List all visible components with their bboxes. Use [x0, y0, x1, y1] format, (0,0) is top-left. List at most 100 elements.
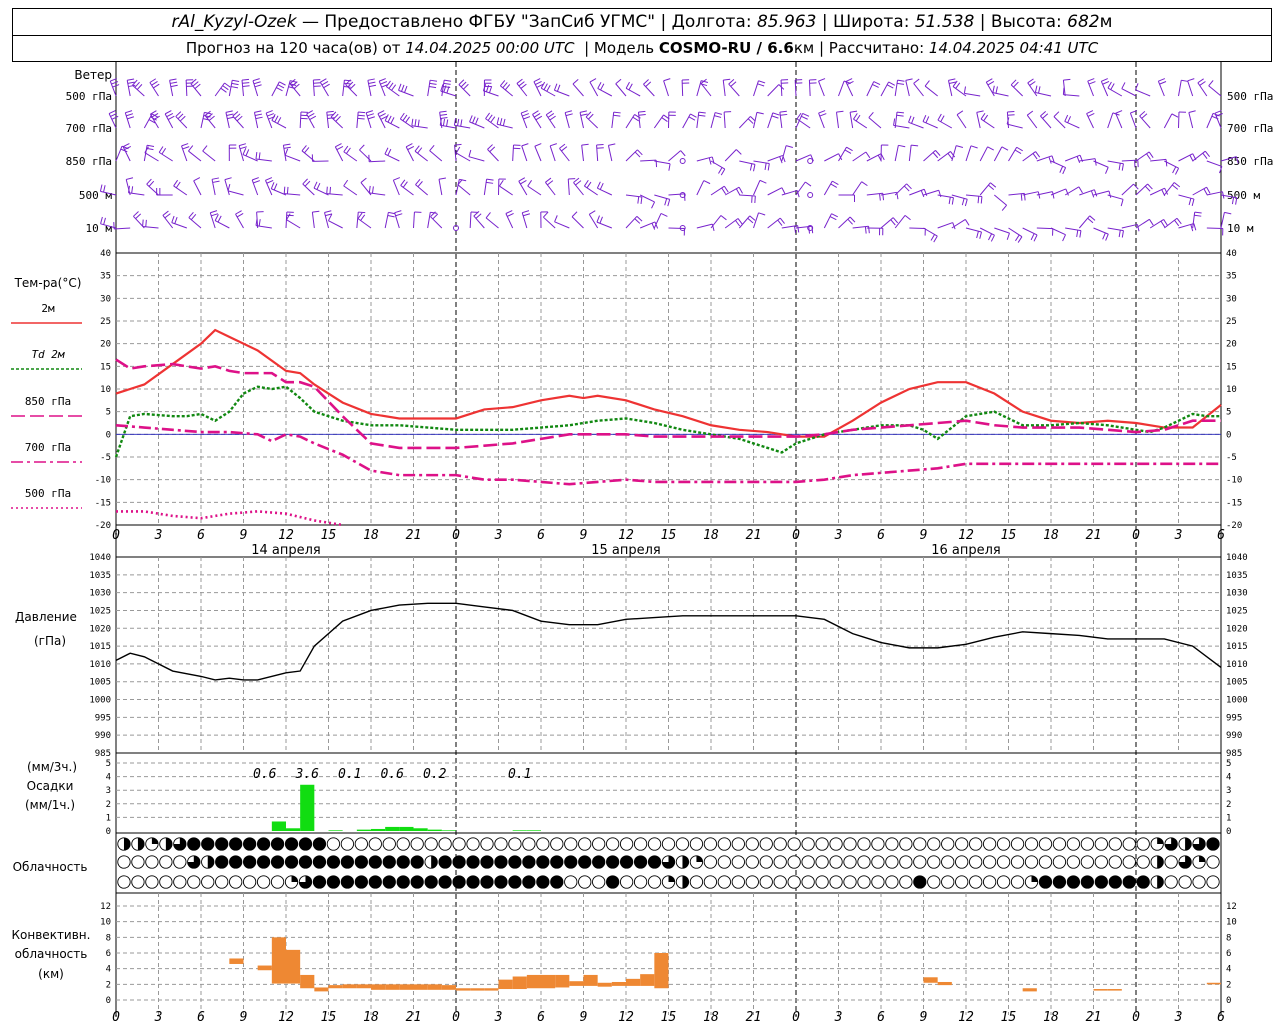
cloud-cover-icon — [1066, 837, 1081, 851]
cloud-cover-icon — [773, 875, 787, 889]
wind-barb-icon — [880, 81, 896, 97]
header-row-1: rAl_Kyzyl-Ozek — Предоставлено ФГБУ "Зап… — [12, 8, 1272, 36]
wind-barb-icon — [427, 79, 438, 97]
cloud-cover-icon — [1024, 875, 1039, 889]
cloud-cover-icon — [229, 875, 243, 889]
pressure-tick-right: 1040 — [1226, 553, 1248, 563]
cloud-cover-icon — [480, 855, 494, 869]
day-label: 14 апреля — [251, 543, 321, 558]
cloud-cover-icon — [606, 855, 620, 869]
wind-barb-icon — [908, 115, 924, 129]
wind-barb-icon — [767, 217, 785, 229]
wind-barb-icon — [739, 160, 756, 172]
calc-label: | Рассчитано: — [818, 39, 925, 57]
conv-title-2: облачность — [15, 947, 88, 961]
wind-barb-icon — [127, 185, 145, 196]
wind-barb-icon — [113, 222, 131, 230]
temp-tick-left: 25 — [100, 317, 111, 327]
cloud-cover-icon — [326, 875, 341, 889]
wind-barb-icon — [979, 146, 994, 162]
precip-bar — [526, 830, 541, 831]
wind-barb-icon — [345, 79, 358, 97]
cloud-cover-icon — [452, 837, 466, 851]
cloud-cover-icon — [815, 875, 829, 889]
wind-barb-icon — [149, 78, 160, 97]
wind-barb-icon — [589, 78, 599, 97]
wind-barb-icon — [485, 212, 499, 229]
time-tick-label-bottom: 18 — [1043, 1010, 1059, 1024]
cloud-cover-icon — [340, 875, 355, 889]
wind-barb-icon — [485, 112, 499, 129]
calm-wind-icon — [453, 225, 459, 231]
cloud-cover-icon — [424, 855, 438, 869]
wind-barb-icon — [252, 78, 262, 97]
cloud-cover-icon — [717, 855, 731, 869]
conv-tick-left: 10 — [100, 918, 111, 928]
wind-barb-icon — [241, 78, 250, 97]
cloud-title: Облачность — [13, 860, 88, 874]
model-label: | Модель — [584, 39, 655, 57]
wind-barb-icon — [1027, 78, 1038, 97]
cloud-cover-icon — [731, 837, 745, 851]
cloud-cover-icon — [703, 837, 718, 851]
cloud-cover-icon — [661, 837, 676, 851]
wind-barb-icon — [1150, 158, 1168, 167]
cloud-cover-icon — [969, 875, 983, 889]
temp-tick-right: -15 — [1226, 498, 1242, 508]
altitude-unit: м — [1099, 12, 1113, 32]
wind-barb-icon — [937, 151, 956, 162]
conv-tick-right: 2 — [1226, 980, 1231, 990]
cloud-cover-icon — [131, 855, 145, 869]
conv-cloud-bar — [569, 981, 584, 986]
cloud-cover-icon — [396, 855, 410, 869]
legend-label: Td 2м — [31, 348, 64, 361]
wind-barb-icon — [1164, 217, 1182, 229]
cloud-cover-icon — [326, 855, 341, 869]
temp-series-line — [114, 385, 1221, 458]
wind-barb-icon — [356, 211, 366, 229]
wind-barb-icon — [132, 79, 145, 97]
cloud-cover-icon — [1066, 855, 1081, 869]
wind-barb-icon — [668, 150, 686, 162]
wind-barb-icon — [1115, 110, 1123, 129]
pressure-tick-left: 990 — [95, 731, 111, 741]
cloud-cover-icon — [215, 875, 229, 889]
cloud-cover-icon — [1038, 875, 1053, 889]
wind-barb-icon — [823, 213, 838, 229]
wind-barb-icon — [965, 227, 982, 239]
wind-barb-icon — [108, 110, 119, 129]
wind-barb-icon — [438, 177, 446, 196]
wind-barb-icon — [1192, 186, 1211, 196]
cloud-cover-icon — [522, 855, 536, 869]
time-tick-label-bottom: 21 — [746, 1010, 762, 1024]
longitude-label: | Долгота: — [660, 12, 752, 32]
cloud-cover-icon — [857, 855, 871, 869]
cloud-cover-icon — [969, 837, 983, 851]
wind-barb-icon — [533, 78, 544, 97]
wind-barb-icon — [253, 110, 263, 129]
time-tick-label-bottom: 6 — [197, 1010, 205, 1024]
wind-barb-icon — [818, 110, 827, 129]
temp-tick-right: 30 — [1226, 294, 1237, 304]
cloud-cover-icon — [131, 875, 145, 889]
wind-barb-icon — [724, 186, 743, 196]
wind-barb-icon — [342, 79, 352, 97]
wind-barb-icon — [796, 112, 811, 129]
cloud-cover-icon — [1164, 855, 1178, 869]
wind-barb-icon — [794, 79, 803, 97]
cloud-cover-icon — [564, 837, 578, 851]
wind-barb-icon — [299, 111, 308, 129]
cloud-cover-icon — [1108, 875, 1122, 889]
cloud-cover-icon — [1122, 855, 1136, 869]
wind-barb-icon — [1214, 110, 1223, 129]
wind-barb-icon — [724, 149, 742, 162]
cloud-cover-icon — [424, 875, 438, 889]
cloud-cover-icon — [312, 837, 327, 851]
cloud-cover-icon — [633, 855, 648, 869]
station-name: rAl_Kyzyl-Ozek — [171, 12, 297, 32]
wind-barb-icon — [553, 83, 570, 97]
wind-barb-icon — [625, 194, 643, 204]
cloud-cover-icon — [340, 837, 355, 851]
pressure-tick-right: 995 — [1226, 713, 1242, 723]
calm-wind-icon — [807, 225, 814, 231]
